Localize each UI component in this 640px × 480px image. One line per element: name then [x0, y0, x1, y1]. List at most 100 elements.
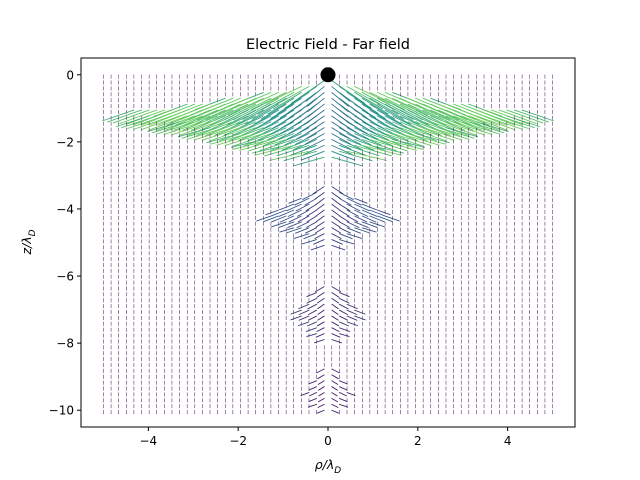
field-arrow [331, 139, 352, 150]
field-arrow [338, 209, 350, 217]
field-arrow [361, 139, 397, 152]
x-tick-label: 2 [414, 434, 422, 448]
field-arrow [331, 186, 344, 195]
field-arrow [283, 150, 318, 162]
field-arrow [245, 109, 272, 125]
field-arrow [331, 368, 340, 374]
field-arrow [399, 97, 438, 116]
field-arrow [369, 97, 399, 115]
field-arrow [177, 127, 211, 138]
field-arrow [346, 303, 358, 310]
field-arrow [369, 215, 385, 223]
field-arrow [226, 115, 257, 131]
field-arrow [279, 203, 295, 211]
field-arrow [272, 91, 302, 110]
field-arrow [257, 127, 287, 141]
field-arrow [430, 127, 470, 140]
field-arrow [468, 115, 508, 131]
field-arrow [346, 139, 375, 151]
field-arrow [317, 321, 325, 327]
field-arrow [331, 244, 346, 251]
field-arrow [267, 97, 295, 115]
field-arrow [298, 315, 310, 321]
field-arrow [224, 133, 264, 146]
field-arrow [201, 109, 234, 126]
field-arrow [354, 309, 366, 315]
field-arrow [250, 121, 279, 136]
field-arrow [232, 139, 272, 150]
field-arrow [338, 227, 351, 234]
field-arrow [331, 315, 339, 321]
field-arrow [338, 139, 363, 151]
field-arrow [276, 86, 310, 105]
field-arrow [307, 321, 318, 327]
y-axis-label: z/λD [19, 229, 38, 255]
field-arrow [338, 192, 354, 200]
field-arrow [338, 144, 367, 156]
field-arrow [369, 121, 396, 136]
field-arrow [392, 133, 432, 146]
field-arrow [399, 133, 440, 146]
field-arrow [483, 115, 523, 130]
field-arrow [399, 115, 430, 131]
field-arrow [331, 197, 341, 206]
field-arrow [338, 380, 348, 385]
field-arrow [271, 215, 287, 223]
field-arrow [331, 209, 341, 217]
field-arrow [415, 127, 455, 141]
field-arrow [287, 221, 302, 229]
field-arrow [102, 109, 135, 122]
field-arrow [384, 139, 424, 150]
field-arrow [308, 392, 318, 397]
field-arrow [377, 139, 417, 151]
field-arrow [361, 209, 378, 217]
field-arrow [297, 209, 310, 217]
field-arrow [298, 309, 310, 315]
field-arrow [346, 91, 372, 109]
field-arrow [422, 103, 460, 121]
field-arrow [422, 115, 457, 131]
field-arrow [190, 115, 226, 131]
field-arrow [279, 227, 295, 233]
field-arrow [186, 127, 226, 140]
field-arrow [361, 115, 385, 130]
field-arrow [179, 121, 219, 136]
field-arrow [295, 203, 310, 212]
field-arrow [206, 133, 241, 144]
x-tick-label: −2 [229, 434, 247, 448]
field-arrow [430, 103, 468, 121]
field-arrow [315, 333, 325, 338]
field-arrow [296, 221, 310, 228]
field-arrow [250, 91, 287, 111]
field-arrow [331, 297, 339, 304]
field-arrow [127, 115, 165, 129]
field-arrow [290, 86, 318, 104]
field-arrow [354, 86, 392, 105]
field-arrow [354, 91, 384, 110]
field-arrow [346, 197, 362, 206]
field-arrow [315, 227, 325, 234]
field-arrow [307, 403, 318, 408]
field-arrow [369, 209, 386, 217]
field-arrow [331, 409, 339, 414]
field-arrow [259, 139, 295, 152]
chart-title: Electric Field - Far field [246, 37, 410, 53]
field-arrow [285, 227, 302, 234]
field-arrow [338, 127, 360, 140]
field-arrow [422, 109, 455, 126]
field-arrow [430, 109, 464, 126]
field-arrow [354, 215, 368, 223]
field-arrow [498, 109, 537, 125]
field-arrow [296, 127, 318, 140]
field-arrow [354, 133, 382, 146]
field-arrow [305, 133, 325, 145]
field-arrow [318, 398, 325, 403]
field-arrow [315, 221, 325, 228]
field-arrow [453, 121, 493, 135]
field-arrow [308, 386, 318, 391]
field-arrow [331, 156, 363, 167]
field-arrow [305, 203, 318, 212]
field-arrow [293, 139, 318, 151]
field-arrow [298, 303, 310, 310]
